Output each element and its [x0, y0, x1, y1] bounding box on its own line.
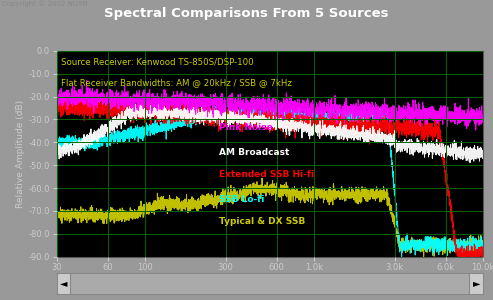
Text: SSB Lo-fi: SSB Lo-fi — [219, 195, 264, 204]
Text: AM Broadcast: AM Broadcast — [219, 148, 289, 157]
Text: Extended SSB Hi-fi: Extended SSB Hi-fi — [219, 170, 314, 179]
Text: ►: ► — [472, 278, 480, 289]
X-axis label: Frequency (Hz): Frequency (Hz) — [233, 275, 307, 285]
Text: Flat Receiver Bandwidths: AM @ 20kHz / SSB @ 7kHz: Flat Receiver Bandwidths: AM @ 20kHz / S… — [61, 78, 292, 87]
Text: Pink Noise: Pink Noise — [219, 123, 273, 132]
Text: Typical & DX SSB: Typical & DX SSB — [219, 218, 305, 226]
Text: Source Receiver: Kenwood TS-850S/DSP-100: Source Receiver: Kenwood TS-850S/DSP-100 — [61, 57, 253, 66]
Text: Spectral Comparisons From 5 Sources: Spectral Comparisons From 5 Sources — [104, 8, 389, 20]
Text: ◄: ◄ — [60, 278, 68, 289]
Y-axis label: Relative Amplitude (dB): Relative Amplitude (dB) — [16, 100, 26, 208]
Text: Copyright © 2002 NU9N: Copyright © 2002 NU9N — [2, 1, 88, 7]
